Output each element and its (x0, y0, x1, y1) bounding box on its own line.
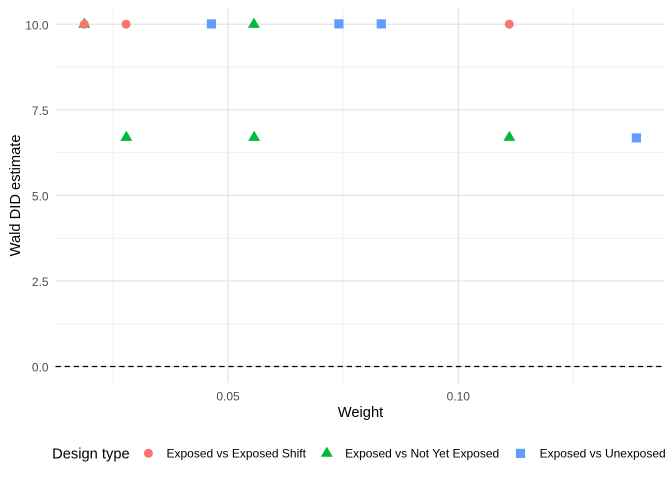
svg-text:Wald DID estimate: Wald DID estimate (8, 134, 24, 256)
svg-text:2.5: 2.5 (32, 275, 49, 289)
svg-text:Exposed vs Unexposed: Exposed vs Unexposed (540, 447, 666, 461)
svg-text:0.10: 0.10 (447, 390, 471, 404)
svg-text:7.5: 7.5 (32, 104, 49, 118)
svg-text:0.05: 0.05 (216, 390, 240, 404)
svg-text:Weight: Weight (338, 405, 383, 421)
svg-text:10.0: 10.0 (25, 18, 49, 32)
svg-text:0.0: 0.0 (32, 361, 49, 375)
svg-text:Exposed vs Not Yet Exposed: Exposed vs Not Yet Exposed (345, 447, 499, 461)
svg-text:5.0: 5.0 (32, 190, 49, 204)
svg-text:Design type: Design type (52, 447, 130, 463)
svg-text:Exposed vs Exposed Shift: Exposed vs Exposed Shift (167, 447, 307, 461)
